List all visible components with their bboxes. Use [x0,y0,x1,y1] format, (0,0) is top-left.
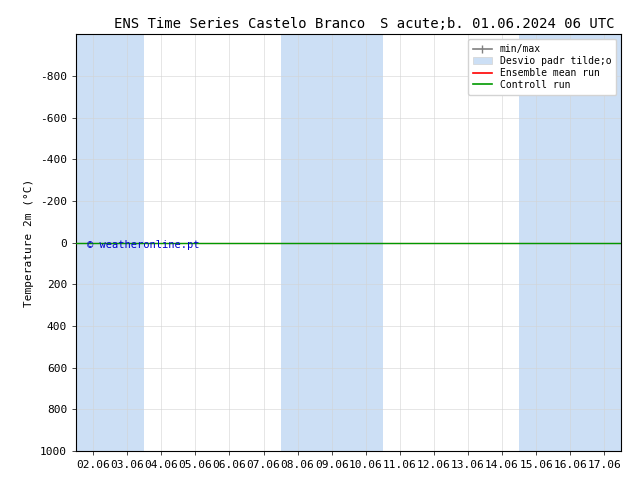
Bar [587,34,621,451]
Text: ENS Time Series Castelo Branco: ENS Time Series Castelo Branco [114,17,365,31]
Bar [280,34,314,451]
Bar [76,34,110,451]
Text: S acute;b. 01.06.2024 06 UTC: S acute;b. 01.06.2024 06 UTC [380,17,615,31]
Bar [519,34,553,451]
Text: © weatheronline.pt: © weatheronline.pt [87,241,200,250]
Bar [553,34,587,451]
Bar [349,34,383,451]
Y-axis label: Temperature 2m (°C): Temperature 2m (°C) [25,178,34,307]
Bar [314,34,349,451]
Legend: min/max, Desvio padr tilde;o, Ensemble mean run, Controll run: min/max, Desvio padr tilde;o, Ensemble m… [468,39,616,95]
Bar [110,34,144,451]
